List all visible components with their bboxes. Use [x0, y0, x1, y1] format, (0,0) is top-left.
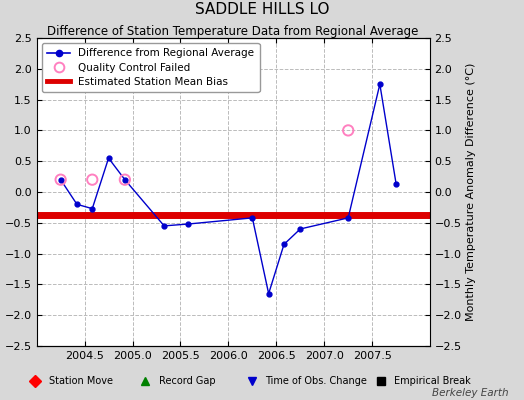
Text: Time of Obs. Change: Time of Obs. Change	[265, 376, 367, 386]
Text: Berkeley Earth: Berkeley Earth	[432, 388, 508, 398]
Text: Record Gap: Record Gap	[159, 376, 216, 386]
Point	[344, 127, 353, 134]
Point	[121, 176, 129, 183]
Text: Empirical Break: Empirical Break	[395, 376, 471, 386]
Point	[57, 176, 65, 183]
Point	[88, 176, 96, 183]
Text: Station Move: Station Move	[49, 376, 113, 386]
Legend: Difference from Regional Average, Quality Control Failed, Estimated Station Mean: Difference from Regional Average, Qualit…	[42, 43, 259, 92]
Title: Difference of Station Temperature Data from Regional Average: Difference of Station Temperature Data f…	[48, 25, 419, 38]
Text: SADDLE HILLS LO: SADDLE HILLS LO	[195, 2, 329, 17]
Y-axis label: Monthly Temperature Anomaly Difference (°C): Monthly Temperature Anomaly Difference (…	[466, 63, 476, 321]
